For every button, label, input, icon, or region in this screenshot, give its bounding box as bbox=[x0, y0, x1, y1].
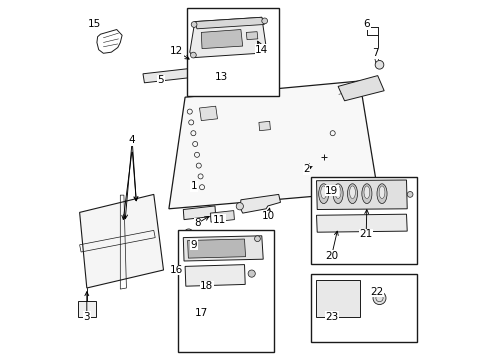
Circle shape bbox=[190, 52, 196, 58]
Polygon shape bbox=[189, 17, 265, 58]
Circle shape bbox=[191, 22, 197, 27]
Polygon shape bbox=[337, 76, 384, 101]
Polygon shape bbox=[199, 106, 217, 121]
Polygon shape bbox=[249, 31, 267, 46]
Circle shape bbox=[261, 18, 267, 24]
Circle shape bbox=[254, 236, 260, 242]
Text: 1: 1 bbox=[190, 181, 197, 192]
Text: 3: 3 bbox=[83, 312, 90, 322]
Ellipse shape bbox=[363, 186, 369, 199]
Ellipse shape bbox=[347, 184, 357, 204]
Text: 23: 23 bbox=[325, 312, 338, 322]
Text: 2: 2 bbox=[303, 164, 309, 174]
Bar bbox=[310, 274, 416, 342]
Circle shape bbox=[374, 60, 383, 69]
Polygon shape bbox=[194, 17, 264, 29]
Text: 13: 13 bbox=[214, 72, 227, 82]
Circle shape bbox=[261, 48, 266, 54]
Bar bbox=[186, 8, 278, 96]
Text: 5: 5 bbox=[157, 75, 164, 85]
Text: 21: 21 bbox=[359, 229, 372, 239]
Text: 6: 6 bbox=[363, 19, 369, 30]
Text: 17: 17 bbox=[194, 308, 207, 318]
Polygon shape bbox=[187, 239, 245, 258]
Text: 14: 14 bbox=[255, 45, 268, 55]
Text: 12: 12 bbox=[170, 46, 183, 56]
Circle shape bbox=[372, 292, 385, 305]
Ellipse shape bbox=[320, 186, 326, 199]
Ellipse shape bbox=[332, 184, 343, 204]
Text: 6: 6 bbox=[363, 19, 369, 30]
Polygon shape bbox=[168, 81, 377, 209]
Text: 18: 18 bbox=[200, 281, 213, 291]
Text: 16: 16 bbox=[170, 265, 183, 275]
Circle shape bbox=[407, 192, 412, 197]
Text: 9: 9 bbox=[190, 240, 197, 250]
Bar bbox=[178, 230, 274, 352]
Polygon shape bbox=[240, 194, 280, 213]
Polygon shape bbox=[142, 68, 192, 83]
Circle shape bbox=[184, 229, 193, 238]
Polygon shape bbox=[316, 214, 407, 232]
Polygon shape bbox=[183, 236, 263, 261]
Text: 10: 10 bbox=[261, 211, 274, 221]
Text: 11: 11 bbox=[212, 215, 225, 225]
Text: 4: 4 bbox=[129, 135, 135, 145]
Polygon shape bbox=[258, 121, 270, 131]
Ellipse shape bbox=[376, 184, 386, 204]
Bar bbox=[78, 301, 96, 317]
Polygon shape bbox=[210, 211, 234, 222]
Polygon shape bbox=[315, 280, 360, 317]
Polygon shape bbox=[201, 30, 242, 49]
Circle shape bbox=[247, 270, 255, 277]
Ellipse shape bbox=[318, 184, 328, 204]
Text: 8: 8 bbox=[194, 218, 201, 228]
Text: 7: 7 bbox=[372, 48, 378, 58]
Ellipse shape bbox=[361, 184, 371, 204]
Circle shape bbox=[236, 203, 243, 210]
Text: 4: 4 bbox=[129, 135, 135, 145]
Text: 15: 15 bbox=[87, 19, 101, 30]
Text: 19: 19 bbox=[325, 186, 338, 196]
Polygon shape bbox=[80, 194, 163, 288]
Bar bbox=[310, 177, 416, 264]
Text: 20: 20 bbox=[325, 251, 338, 261]
Polygon shape bbox=[246, 32, 257, 40]
Text: 22: 22 bbox=[369, 287, 383, 297]
Polygon shape bbox=[316, 180, 407, 210]
Ellipse shape bbox=[378, 186, 384, 199]
Polygon shape bbox=[183, 206, 215, 220]
Text: 4: 4 bbox=[129, 135, 135, 145]
Ellipse shape bbox=[335, 186, 340, 199]
Ellipse shape bbox=[349, 186, 355, 199]
Polygon shape bbox=[185, 265, 244, 286]
